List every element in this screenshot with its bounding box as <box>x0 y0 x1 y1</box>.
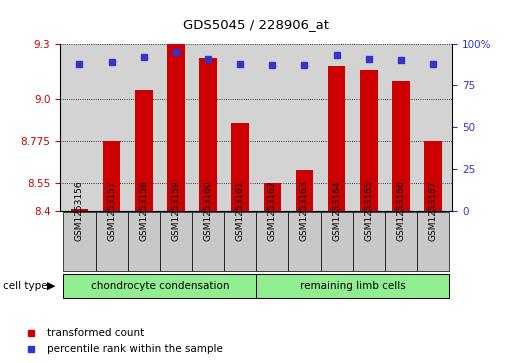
Text: percentile rank within the sample: percentile rank within the sample <box>48 344 223 354</box>
Text: cell type: cell type <box>3 281 47 291</box>
Text: GSM1253159: GSM1253159 <box>172 181 180 241</box>
Bar <box>321 212 353 271</box>
Bar <box>328 66 346 211</box>
Text: GSM1253164: GSM1253164 <box>332 181 341 241</box>
Bar <box>96 212 128 271</box>
Text: GSM1253156: GSM1253156 <box>75 181 84 241</box>
Bar <box>385 212 417 271</box>
Text: ▶: ▶ <box>47 281 55 291</box>
Bar <box>231 123 249 211</box>
Bar <box>224 212 256 271</box>
Bar <box>256 274 449 298</box>
Text: GSM1253167: GSM1253167 <box>429 181 438 241</box>
Text: chondrocyte condensation: chondrocyte condensation <box>90 281 229 291</box>
Text: GSM1253160: GSM1253160 <box>203 181 212 241</box>
Bar <box>424 141 442 211</box>
Text: GSM1253163: GSM1253163 <box>300 181 309 241</box>
Bar <box>295 170 313 211</box>
Bar <box>256 212 288 271</box>
Bar <box>135 90 153 211</box>
Text: GSM1253165: GSM1253165 <box>365 181 373 241</box>
Bar <box>103 141 120 211</box>
Text: GSM1253157: GSM1253157 <box>107 181 116 241</box>
Bar <box>63 212 96 271</box>
Bar <box>288 212 321 271</box>
Bar <box>71 209 88 211</box>
Text: GSM1253166: GSM1253166 <box>396 181 405 241</box>
Text: GSM1253161: GSM1253161 <box>236 181 245 241</box>
Bar <box>167 44 185 211</box>
Bar <box>63 274 256 298</box>
Text: GSM1253162: GSM1253162 <box>268 181 277 241</box>
Bar <box>128 212 160 271</box>
Bar <box>199 58 217 211</box>
Bar <box>417 212 449 271</box>
Bar <box>192 212 224 271</box>
Text: transformed count: transformed count <box>48 328 144 338</box>
Bar <box>360 70 378 211</box>
Text: GSM1253158: GSM1253158 <box>139 181 148 241</box>
Bar <box>353 212 385 271</box>
Bar <box>160 212 192 271</box>
Text: remaining limb cells: remaining limb cells <box>300 281 406 291</box>
Bar <box>392 81 410 211</box>
Bar <box>264 183 281 211</box>
Text: GDS5045 / 228906_at: GDS5045 / 228906_at <box>183 18 329 31</box>
